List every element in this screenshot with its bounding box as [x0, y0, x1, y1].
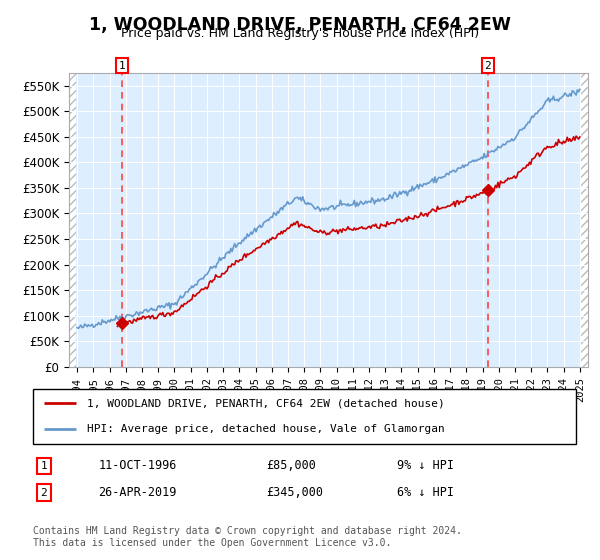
Text: Price paid vs. HM Land Registry's House Price Index (HPI): Price paid vs. HM Land Registry's House …: [121, 27, 479, 40]
Text: 1, WOODLAND DRIVE, PENARTH, CF64 2EW (detached house): 1, WOODLAND DRIVE, PENARTH, CF64 2EW (de…: [88, 399, 445, 408]
Text: £85,000: £85,000: [266, 459, 316, 473]
Text: 6% ↓ HPI: 6% ↓ HPI: [397, 486, 454, 499]
Text: 9% ↓ HPI: 9% ↓ HPI: [397, 459, 454, 473]
Text: 2: 2: [40, 488, 47, 497]
Text: 1, WOODLAND DRIVE, PENARTH, CF64 2EW: 1, WOODLAND DRIVE, PENARTH, CF64 2EW: [89, 16, 511, 34]
Text: Contains HM Land Registry data © Crown copyright and database right 2024.
This d: Contains HM Land Registry data © Crown c…: [33, 526, 462, 548]
Text: 1: 1: [40, 461, 47, 471]
Text: 26-APR-2019: 26-APR-2019: [98, 486, 176, 499]
Text: 2: 2: [484, 60, 491, 71]
Text: £345,000: £345,000: [266, 486, 323, 499]
FancyBboxPatch shape: [33, 389, 576, 444]
Text: 11-OCT-1996: 11-OCT-1996: [98, 459, 176, 473]
Text: 1: 1: [119, 60, 125, 71]
Text: HPI: Average price, detached house, Vale of Glamorgan: HPI: Average price, detached house, Vale…: [88, 424, 445, 433]
